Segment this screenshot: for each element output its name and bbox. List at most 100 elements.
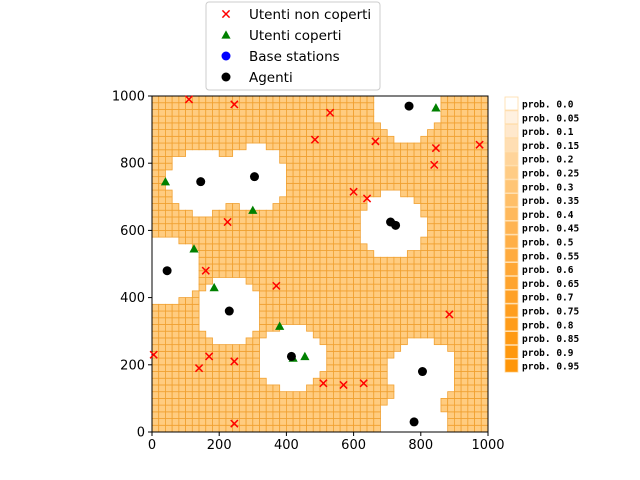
grid-cell	[299, 162, 307, 171]
grid-cell	[265, 397, 274, 406]
grid-cell	[474, 277, 482, 285]
grid-cell	[346, 115, 355, 124]
grid-cell	[245, 377, 254, 386]
grid-cell	[380, 303, 388, 312]
grid-cell	[339, 109, 348, 117]
grid-cell	[232, 115, 240, 124]
grid-cell	[427, 330, 435, 339]
grid-cell	[474, 162, 482, 171]
grid-cell	[366, 337, 375, 346]
prob-legend-label: prob. 0.9	[522, 348, 574, 359]
grid-cell	[312, 95, 321, 104]
grid-cell	[480, 209, 489, 218]
legend-label: Utenti coperti	[249, 28, 342, 44]
grid-cell	[406, 142, 415, 151]
grid-cell	[333, 297, 341, 305]
grid-cell	[245, 256, 254, 265]
grid-cell	[292, 310, 301, 319]
grid-cell	[453, 203, 462, 211]
grid-cell	[198, 397, 207, 406]
grid-cell	[393, 310, 402, 319]
grid-cell	[306, 162, 314, 171]
grid-cell	[185, 317, 193, 325]
grid-cell	[165, 135, 173, 144]
grid-cell	[299, 250, 307, 258]
grid-cell	[285, 135, 294, 144]
grid-cell	[245, 384, 254, 393]
grid-cell	[299, 115, 307, 124]
grid-cell	[420, 270, 428, 278]
grid-cell	[319, 283, 328, 292]
grid-cell	[400, 310, 408, 319]
grid-cell	[205, 95, 213, 104]
grid-cell	[353, 364, 361, 372]
grid-cell	[460, 404, 469, 413]
grid-cell	[279, 216, 287, 225]
grid-cell	[474, 391, 482, 399]
grid-cell	[326, 102, 334, 110]
grid-cell	[420, 196, 428, 204]
grid-cell	[165, 95, 173, 104]
grid-cell	[326, 344, 334, 352]
grid-cell	[460, 122, 469, 130]
grid-cell	[272, 418, 281, 426]
prob-swatch	[504, 124, 519, 138]
grid-cell	[393, 270, 402, 278]
grid-cell	[212, 209, 220, 218]
grid-cell	[312, 297, 321, 305]
grid-cell	[460, 270, 469, 278]
grid-cell	[406, 324, 415, 332]
grid-cell	[185, 344, 193, 352]
grid-cell	[299, 189, 307, 198]
grid-cell	[212, 263, 220, 272]
grid-cell	[427, 189, 435, 198]
grid-cell	[467, 156, 475, 164]
grid-cell	[474, 129, 482, 137]
grid-cell	[292, 290, 301, 299]
grid-cell	[406, 250, 415, 258]
grid-cell	[319, 162, 328, 171]
grid-cell	[165, 324, 173, 332]
grid-cell	[400, 270, 408, 278]
grid-cell	[474, 364, 482, 372]
grid-cell	[272, 243, 281, 251]
grid-cell	[312, 377, 321, 386]
grid-cell	[346, 142, 355, 151]
grid-cell	[373, 182, 381, 191]
grid-cell	[440, 250, 449, 258]
grid-cell	[447, 102, 455, 110]
grid-cell	[440, 169, 449, 178]
grid-cell	[453, 397, 462, 406]
grid-cell	[453, 371, 462, 379]
grid-cell	[447, 169, 455, 178]
grid-cell	[299, 142, 307, 151]
grid-cell	[319, 270, 328, 278]
grid-cell	[205, 364, 213, 372]
grid-cell	[467, 176, 475, 184]
grid-cell	[333, 169, 341, 178]
grid-cell	[359, 122, 368, 130]
grid-cell	[366, 297, 375, 305]
grid-cell	[453, 344, 462, 352]
grid-cell	[191, 129, 200, 137]
grid-cell	[480, 377, 489, 386]
grid-cell	[386, 182, 395, 191]
grid-cell	[306, 411, 314, 419]
grid-cell	[178, 377, 187, 386]
grid-cell	[265, 95, 274, 104]
grid-cell	[440, 182, 449, 191]
grid-cell	[158, 223, 166, 231]
grid-cell	[339, 95, 348, 104]
grid-cell	[265, 290, 274, 299]
grid-cell	[225, 377, 234, 386]
grid-cell	[460, 229, 469, 238]
grid-cell	[232, 236, 240, 245]
grid-cell	[299, 102, 307, 110]
grid-cell	[474, 337, 482, 346]
grid-cell	[191, 330, 200, 339]
grid-cell	[245, 243, 254, 251]
grid-cell	[285, 277, 294, 285]
prob-swatch	[504, 344, 519, 359]
grid-cell	[205, 411, 213, 419]
